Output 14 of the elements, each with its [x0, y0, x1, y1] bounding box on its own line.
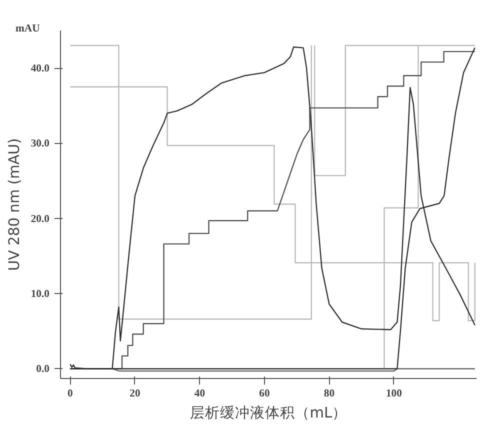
x-tick-label: 20 — [130, 388, 140, 400]
y-tick-label: 20.0 — [30, 214, 50, 225]
x-tick-label: 0 — [68, 388, 73, 400]
x-tick-label: 40 — [194, 388, 206, 400]
x-axis-title: 层析缓冲液体积（mL） — [190, 404, 348, 422]
y-tick-label: 40.0 — [30, 64, 50, 75]
y-tick-label: 30.0 — [30, 138, 50, 150]
x-tick-label: 80 — [324, 388, 335, 400]
y-axis-title: UV 280 nm (mAU) — [6, 138, 23, 271]
y-tick-label: 10.0 — [30, 289, 50, 300]
text: mAU — [16, 24, 40, 34]
y-tick-label: 0.0 — [36, 364, 50, 376]
x-tick-label: 100 — [386, 388, 402, 400]
x-tick-label: 60 — [259, 388, 270, 400]
